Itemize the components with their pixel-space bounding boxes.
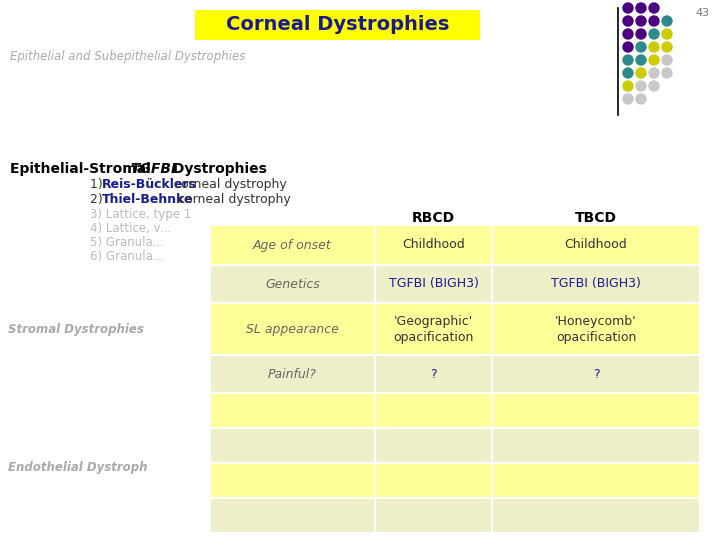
Text: 2): 2) [90, 193, 107, 206]
Circle shape [662, 16, 672, 26]
Bar [492, 355, 700, 393]
Text: TGFBI (BIGH3): TGFBI (BIGH3) [551, 278, 641, 291]
Text: Childhood: Childhood [402, 239, 465, 252]
Text: RBCD: RBCD [412, 211, 455, 225]
Text: 5) Granula...: 5) Granula... [90, 236, 164, 249]
Circle shape [636, 29, 646, 39]
Bar [195, 10, 480, 40]
Circle shape [649, 29, 659, 39]
Bar [492, 498, 700, 533]
Text: Corneal Dystrophies: Corneal Dystrophies [226, 16, 449, 35]
Text: SL appearance: SL appearance [246, 322, 339, 335]
Circle shape [649, 42, 659, 52]
Text: Age of onset: Age of onset [253, 239, 332, 252]
Bar [375, 393, 492, 428]
Bar [210, 355, 375, 393]
Text: Epithelial-Stromal: Epithelial-Stromal [10, 162, 156, 176]
Circle shape [623, 68, 633, 78]
Circle shape [623, 94, 633, 104]
Bar [210, 225, 375, 265]
Bar [375, 355, 492, 393]
Circle shape [623, 55, 633, 65]
Text: Painful?: Painful? [268, 368, 317, 381]
Circle shape [649, 55, 659, 65]
Bar [375, 303, 492, 355]
Circle shape [636, 81, 646, 91]
Text: Thiel-Behnke: Thiel-Behnke [102, 193, 194, 206]
Circle shape [623, 29, 633, 39]
Text: Reis-Bücklers: Reis-Bücklers [102, 178, 197, 191]
Circle shape [623, 42, 633, 52]
Bar [210, 498, 375, 533]
Bar [375, 225, 492, 265]
Text: TBCD: TBCD [575, 211, 617, 225]
Circle shape [623, 81, 633, 91]
Text: 1): 1) [90, 178, 107, 191]
Text: Dystrophies: Dystrophies [168, 162, 267, 176]
Circle shape [636, 55, 646, 65]
Text: 'Honeycomb'
opacification: 'Honeycomb' opacification [555, 314, 636, 343]
Bar [375, 498, 492, 533]
Bar [492, 428, 700, 463]
Bar [492, 265, 700, 303]
Circle shape [636, 3, 646, 13]
Circle shape [636, 16, 646, 26]
Bar [492, 225, 700, 265]
Bar [210, 303, 375, 355]
Bar [210, 463, 375, 498]
Text: Stromal Dystrophies: Stromal Dystrophies [8, 323, 144, 336]
Text: Endothelial Dystroph: Endothelial Dystroph [8, 462, 148, 475]
Bar [492, 393, 700, 428]
Circle shape [636, 94, 646, 104]
Circle shape [662, 42, 672, 52]
Bar [375, 428, 492, 463]
Text: TGFBI: TGFBI [130, 162, 176, 176]
Text: 4) Lattice, v...: 4) Lattice, v... [90, 222, 171, 235]
Circle shape [636, 68, 646, 78]
Circle shape [649, 81, 659, 91]
Text: corneal dystrophy: corneal dystrophy [170, 178, 287, 191]
Text: TGFBI (BIGH3): TGFBI (BIGH3) [389, 278, 478, 291]
Bar [492, 463, 700, 498]
Circle shape [662, 68, 672, 78]
Bar [375, 265, 492, 303]
Text: 'Geographic'
opacification: 'Geographic' opacification [393, 314, 474, 343]
Text: ?: ? [593, 368, 599, 381]
Text: corneal dystrophy: corneal dystrophy [174, 193, 291, 206]
Text: ?: ? [430, 368, 437, 381]
Circle shape [636, 42, 646, 52]
Text: 6) Granula...: 6) Granula... [90, 250, 164, 263]
Circle shape [662, 29, 672, 39]
Bar [492, 303, 700, 355]
Bar [375, 463, 492, 498]
Text: 3) Lattice, type 1: 3) Lattice, type 1 [90, 208, 192, 221]
Circle shape [623, 16, 633, 26]
Text: Childhood: Childhood [564, 239, 627, 252]
Circle shape [649, 16, 659, 26]
Text: 43: 43 [696, 8, 710, 18]
Text: Genetics: Genetics [265, 278, 320, 291]
Circle shape [649, 68, 659, 78]
Circle shape [662, 55, 672, 65]
Circle shape [649, 3, 659, 13]
Bar [210, 428, 375, 463]
Circle shape [623, 3, 633, 13]
Bar [210, 265, 375, 303]
Text: Epithelial and Subepithelial Dystrophies: Epithelial and Subepithelial Dystrophies [10, 50, 246, 63]
Bar [210, 393, 375, 428]
